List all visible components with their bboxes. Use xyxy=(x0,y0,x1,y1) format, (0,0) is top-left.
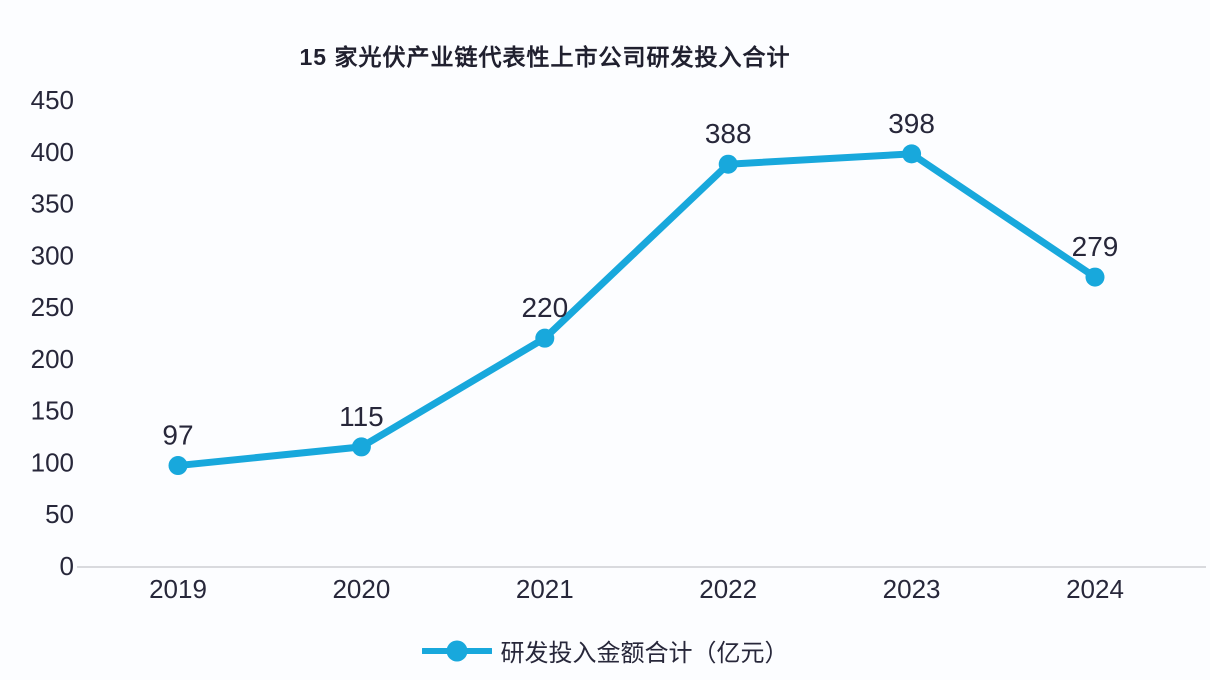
data-point-marker xyxy=(351,437,371,457)
x-axis-tick-label: 2023 xyxy=(883,574,941,604)
x-axis-tick-label: 2024 xyxy=(1066,574,1124,604)
y-axis-tick-label: 250 xyxy=(31,292,74,322)
data-point-marker xyxy=(1085,267,1105,287)
legend-marker-dot xyxy=(446,640,467,661)
data-point-marker xyxy=(168,456,188,476)
y-axis-tick-label: 200 xyxy=(31,344,74,374)
data-point-label: 279 xyxy=(1072,231,1119,262)
y-axis-tick-label: 50 xyxy=(45,499,74,529)
y-axis-tick-label: 350 xyxy=(31,189,74,219)
y-axis-tick-label: 0 xyxy=(60,551,74,581)
data-point-label: 97 xyxy=(162,420,193,451)
data-point-marker xyxy=(535,328,555,348)
data-point-label: 388 xyxy=(705,118,752,149)
x-axis-tick-label: 2021 xyxy=(516,574,574,604)
legend-label: 研发投入金额合计（亿元） xyxy=(500,640,789,667)
data-point-label: 220 xyxy=(521,292,568,323)
legend: 研发投入金额合计（亿元） xyxy=(0,633,1210,668)
chart-title: 15 家光伏产业链代表性上市公司研发投入合计 xyxy=(299,44,791,70)
y-axis-tick-label: 150 xyxy=(31,396,74,426)
y-axis-tick-label: 300 xyxy=(31,240,74,270)
x-axis-tick-label: 2019 xyxy=(149,574,207,604)
legend-line-marker-icon xyxy=(421,640,492,661)
data-point-marker xyxy=(902,144,922,164)
series-line xyxy=(174,150,1099,470)
x-axis-tick-label: 2022 xyxy=(699,574,757,604)
data-point-label: 398 xyxy=(888,108,935,139)
y-axis-tick-label: 450 xyxy=(31,85,74,115)
y-axis-tick-label: 400 xyxy=(31,137,74,167)
y-axis-tick-label: 100 xyxy=(31,447,74,477)
data-point-label: 115 xyxy=(339,401,384,432)
data-point-marker xyxy=(718,154,738,174)
x-axis-tick-label: 2020 xyxy=(332,574,390,604)
